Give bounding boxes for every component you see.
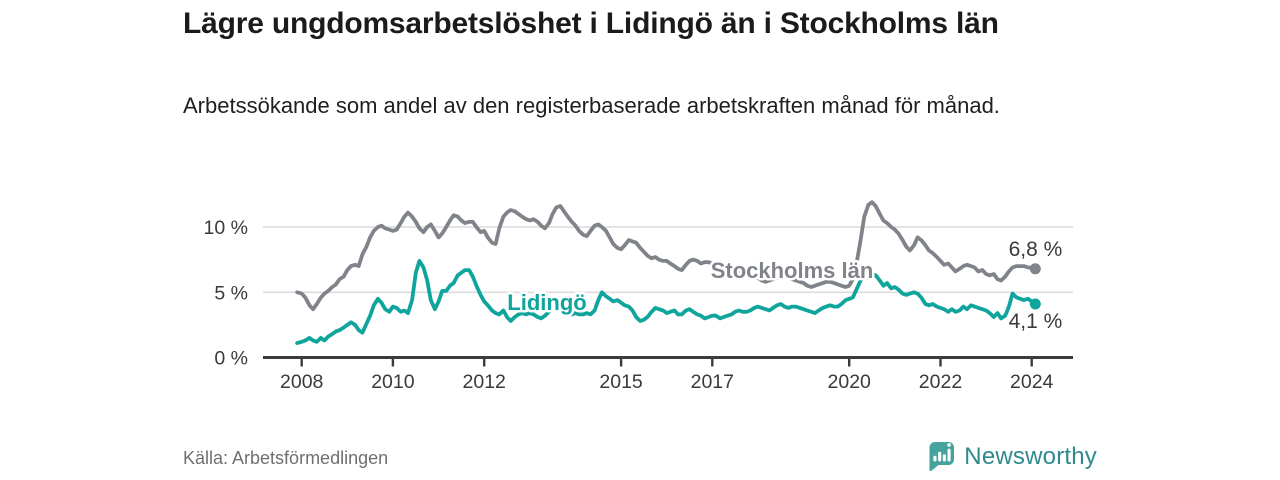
y-axis-label-5: 5 % [214, 282, 248, 304]
page-title: Lägre ungdomsarbetslöshet i Lidingö än i… [183, 7, 999, 40]
source-note: Källa: Arbetsförmedlingen [183, 448, 389, 468]
x-axis-label-2015: 2015 [599, 371, 643, 393]
y-axis-label-10: 10 % [204, 217, 248, 239]
end-value-label-liding: 4,1 % [1009, 310, 1063, 333]
series-endpoint-dot-liding [1029, 298, 1041, 310]
x-axis-label-2010: 2010 [371, 371, 415, 393]
page-subtitle: Arbetssökande som andel av den registerb… [183, 93, 1000, 118]
brand-name: Newsworthy [964, 442, 1097, 470]
series-line-stockholms-l-n [295, 200, 1038, 312]
x-axis-label-2017: 2017 [691, 371, 734, 393]
series-label-liding: Lidingö [507, 290, 586, 315]
series-line-liding [295, 259, 1038, 345]
x-axis-label-2008: 2008 [280, 371, 323, 393]
series-endpoint-dot-stockholms-l-n [1029, 263, 1041, 275]
newsworthy-logo: Newsworthy [928, 441, 1097, 472]
x-axis-label-2020: 2020 [828, 371, 872, 393]
series-label-stockholms-l-n: Stockholms län [711, 258, 874, 283]
end-value-label-stockholms-l-n: 6,8 % [1009, 238, 1063, 261]
newsworthy-bubble-chart-icon [929, 442, 955, 472]
y-axis-label-0: 0 % [214, 348, 248, 370]
x-axis-label-2022: 2022 [919, 371, 962, 393]
x-axis-label-2024: 2024 [1010, 371, 1054, 393]
x-axis-label-2012: 2012 [463, 371, 506, 393]
